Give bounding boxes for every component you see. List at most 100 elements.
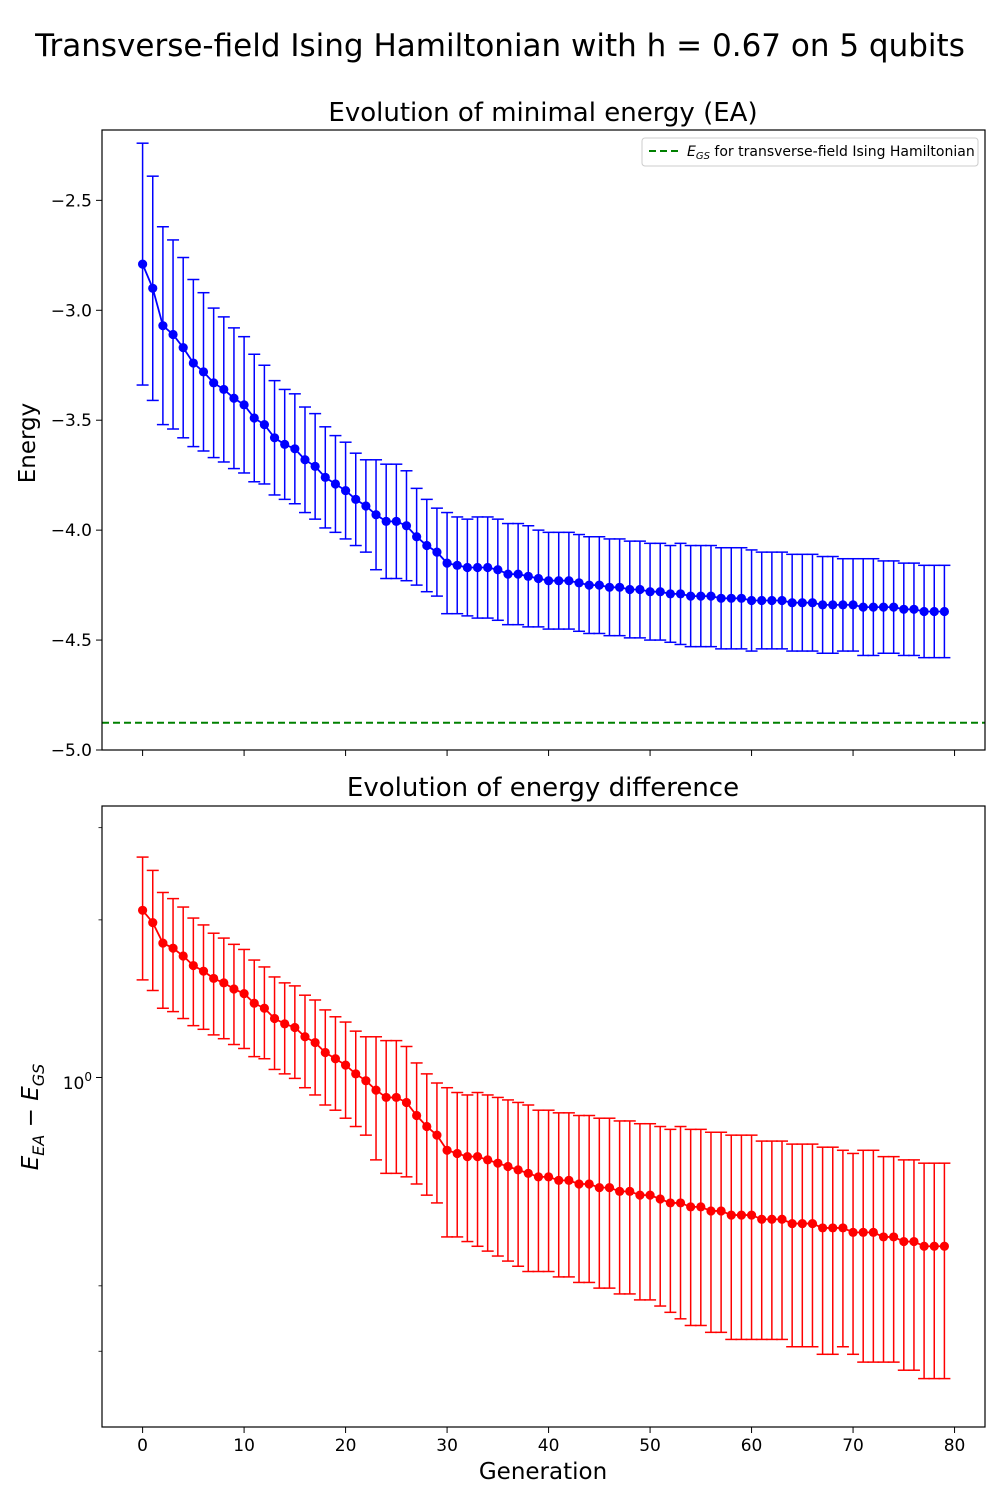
energy-point	[137, 259, 148, 269]
difference-point	[797, 1218, 807, 1229]
energy-point	[828, 600, 838, 610]
energy-point	[726, 593, 736, 603]
energy-point	[442, 558, 452, 568]
generation-x-tick-label: 40	[538, 1436, 560, 1456]
energy-point	[746, 595, 757, 606]
ytick-base: 10	[63, 1074, 85, 1094]
difference-point	[584, 1179, 594, 1189]
difference-point	[351, 1069, 361, 1079]
energy-point	[452, 560, 462, 570]
difference-plot-frame	[101, 805, 986, 1428]
difference-point	[381, 1092, 391, 1103]
energy-point	[767, 595, 777, 606]
difference-point	[432, 1130, 442, 1140]
energy-point	[625, 584, 635, 595]
energy-point	[523, 571, 533, 581]
difference-point	[280, 1019, 290, 1029]
difference-point	[929, 1241, 939, 1251]
energy-point	[259, 420, 269, 430]
energy-point	[381, 516, 391, 526]
energy-point	[665, 589, 675, 599]
difference-point	[615, 1186, 625, 1196]
difference-point	[300, 1032, 310, 1042]
ylabel-math: E	[18, 1155, 44, 1170]
ytick-exp: 0	[84, 1070, 92, 1084]
energy-point	[645, 587, 655, 597]
energy-point	[310, 461, 320, 471]
energy-point	[412, 532, 422, 542]
energy-point	[878, 602, 889, 612]
energy-point	[686, 591, 696, 601]
difference-point	[675, 1198, 686, 1208]
figure-suptitle: Transverse-field Ising Hamiltonian with …	[34, 28, 965, 64]
difference-point	[858, 1227, 868, 1237]
difference-point	[361, 1076, 371, 1086]
difference-point	[574, 1179, 584, 1189]
energy-point	[371, 510, 381, 520]
difference-point	[158, 938, 168, 948]
difference-point	[371, 1085, 381, 1095]
generation-x-tick-label: 60	[741, 1436, 763, 1456]
difference-point	[889, 1232, 899, 1242]
difference-point	[777, 1214, 787, 1224]
generation-x-tick-label: 0	[137, 1436, 148, 1456]
energy-point	[584, 580, 594, 590]
ylabel-sub2: GS	[29, 1064, 48, 1087]
energy-point	[533, 573, 544, 584]
energy-y-tick-label: −5.0	[51, 741, 92, 761]
energy-point	[320, 472, 330, 482]
energy-point	[787, 598, 797, 608]
difference-point	[645, 1190, 655, 1200]
energy-point	[696, 591, 706, 601]
difference-point	[838, 1223, 848, 1233]
energy-series	[136, 142, 951, 659]
energy-point	[858, 602, 868, 612]
energy-point	[909, 604, 919, 614]
difference-point	[229, 984, 239, 994]
difference-point	[726, 1210, 736, 1220]
difference-point	[909, 1236, 919, 1247]
difference-point	[493, 1158, 503, 1168]
energy-point	[736, 593, 747, 603]
energy-y-tick-label: −4.0	[51, 521, 92, 541]
difference-point	[340, 1060, 351, 1070]
energy-point	[777, 595, 787, 606]
difference-point	[533, 1172, 544, 1182]
difference-point	[310, 1037, 320, 1048]
difference-point	[899, 1236, 909, 1247]
energy-point	[574, 578, 584, 588]
difference-point	[655, 1194, 665, 1204]
energy-point	[148, 283, 158, 293]
difference-point	[148, 918, 158, 928]
energy-point	[493, 565, 503, 575]
difference-point	[401, 1097, 412, 1108]
difference-point	[219, 978, 229, 988]
energy-axis-ticks: −5.0 −4.5 −4.0 −3.5 −3.0 −2.5	[51, 191, 956, 761]
difference-panel-title: Evolution of energy difference	[347, 773, 739, 803]
energy-y-tick-label: −2.5	[51, 191, 92, 211]
difference-point	[422, 1121, 432, 1132]
energy-point	[249, 413, 259, 423]
energy-point	[472, 562, 483, 573]
energy-point	[889, 602, 899, 612]
difference-point	[554, 1175, 564, 1185]
legend-label-sub: GS	[696, 151, 711, 162]
difference-point	[137, 905, 148, 915]
difference-axis-ticks: 0 10 20 30 40 50 60 70 80	[96, 827, 965, 1456]
difference-point	[198, 966, 209, 976]
legend-label: EGS for transverse-field Ising Hamiltoni…	[687, 144, 975, 162]
energy-point	[168, 329, 178, 340]
generation-x-tick-label: 70	[842, 1436, 864, 1456]
energy-point	[716, 593, 726, 603]
energy-point	[807, 598, 818, 608]
difference-point	[696, 1202, 706, 1212]
difference-point	[330, 1054, 341, 1064]
difference-point	[594, 1183, 604, 1193]
energy-plot-frame	[101, 129, 986, 751]
energy-point	[462, 562, 472, 573]
difference-y-axis-label: EEA − EGS	[18, 1064, 48, 1171]
energy-point	[239, 400, 249, 410]
energy-point	[351, 494, 361, 504]
difference-point	[259, 1003, 269, 1013]
energy-point	[868, 602, 878, 612]
